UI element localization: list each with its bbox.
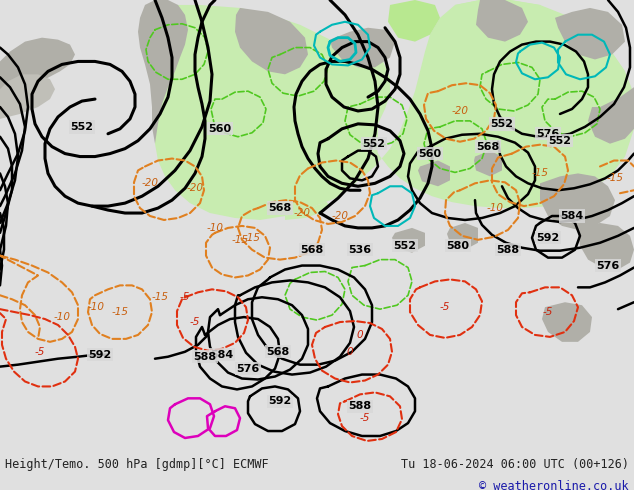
Text: -5: -5 bbox=[440, 302, 450, 312]
Text: 568: 568 bbox=[476, 142, 500, 151]
Text: 552: 552 bbox=[394, 241, 417, 251]
Text: 588: 588 bbox=[349, 401, 372, 411]
Text: 0: 0 bbox=[347, 347, 353, 357]
Text: -5: -5 bbox=[360, 413, 370, 423]
Polygon shape bbox=[330, 28, 395, 68]
Text: -15: -15 bbox=[112, 307, 129, 317]
Polygon shape bbox=[474, 150, 502, 176]
Polygon shape bbox=[447, 223, 478, 250]
Polygon shape bbox=[555, 8, 625, 59]
Polygon shape bbox=[155, 5, 378, 220]
Text: Height/Temo. 500 hPa [gdmp][°C] ECMWF: Height/Temo. 500 hPa [gdmp][°C] ECMWF bbox=[5, 458, 269, 471]
Text: 568: 568 bbox=[268, 203, 292, 213]
Text: 560: 560 bbox=[418, 148, 441, 159]
Text: -15: -15 bbox=[607, 173, 623, 183]
Text: -20: -20 bbox=[294, 208, 311, 218]
Text: 536: 536 bbox=[349, 245, 372, 255]
Polygon shape bbox=[542, 302, 592, 342]
Polygon shape bbox=[235, 8, 308, 74]
Text: 580: 580 bbox=[446, 241, 470, 251]
Polygon shape bbox=[476, 0, 528, 42]
Text: 584: 584 bbox=[210, 350, 233, 360]
Text: -10: -10 bbox=[53, 312, 70, 322]
Polygon shape bbox=[392, 228, 425, 253]
Text: -20: -20 bbox=[451, 106, 469, 116]
Text: 576: 576 bbox=[236, 364, 260, 373]
Text: 592: 592 bbox=[88, 350, 112, 360]
Text: -10: -10 bbox=[486, 203, 503, 213]
Text: -5: -5 bbox=[543, 307, 553, 317]
Polygon shape bbox=[455, 0, 558, 64]
Text: 568: 568 bbox=[301, 245, 323, 255]
Text: 560: 560 bbox=[209, 124, 231, 134]
Text: 584: 584 bbox=[560, 211, 584, 221]
Text: © weatheronline.co.uk: © weatheronline.co.uk bbox=[479, 480, 629, 490]
Text: Tu 18-06-2024 06:00 UTC (00+126): Tu 18-06-2024 06:00 UTC (00+126) bbox=[401, 458, 629, 471]
Text: 552: 552 bbox=[363, 139, 385, 148]
Polygon shape bbox=[388, 0, 440, 42]
Text: 592: 592 bbox=[536, 233, 560, 243]
Text: -15: -15 bbox=[531, 169, 548, 178]
Text: -20: -20 bbox=[332, 211, 349, 221]
Polygon shape bbox=[285, 0, 634, 220]
Polygon shape bbox=[578, 223, 634, 270]
Polygon shape bbox=[0, 38, 75, 94]
Text: 592: 592 bbox=[268, 396, 292, 406]
Polygon shape bbox=[0, 74, 55, 119]
Text: -10: -10 bbox=[207, 223, 224, 233]
Text: 588: 588 bbox=[193, 352, 217, 362]
Polygon shape bbox=[555, 30, 625, 111]
Text: 0: 0 bbox=[357, 330, 363, 340]
Text: 576: 576 bbox=[597, 261, 619, 270]
Text: -15: -15 bbox=[231, 235, 249, 245]
Polygon shape bbox=[540, 173, 615, 230]
Polygon shape bbox=[588, 87, 634, 144]
Text: -5: -5 bbox=[190, 317, 200, 327]
Text: -15: -15 bbox=[243, 233, 261, 243]
Text: 552: 552 bbox=[491, 119, 514, 129]
Polygon shape bbox=[138, 0, 188, 144]
Text: -5: -5 bbox=[35, 347, 45, 357]
Text: 568: 568 bbox=[266, 347, 290, 357]
Polygon shape bbox=[418, 161, 450, 186]
Text: 552: 552 bbox=[548, 136, 571, 146]
Text: -5: -5 bbox=[180, 292, 190, 302]
Text: -20: -20 bbox=[141, 178, 158, 188]
Text: -15: -15 bbox=[152, 292, 169, 302]
Text: 552: 552 bbox=[70, 122, 93, 132]
Text: -20: -20 bbox=[186, 183, 204, 193]
Text: -10: -10 bbox=[87, 302, 105, 312]
Text: 576: 576 bbox=[536, 129, 560, 139]
Text: 588: 588 bbox=[496, 245, 519, 255]
